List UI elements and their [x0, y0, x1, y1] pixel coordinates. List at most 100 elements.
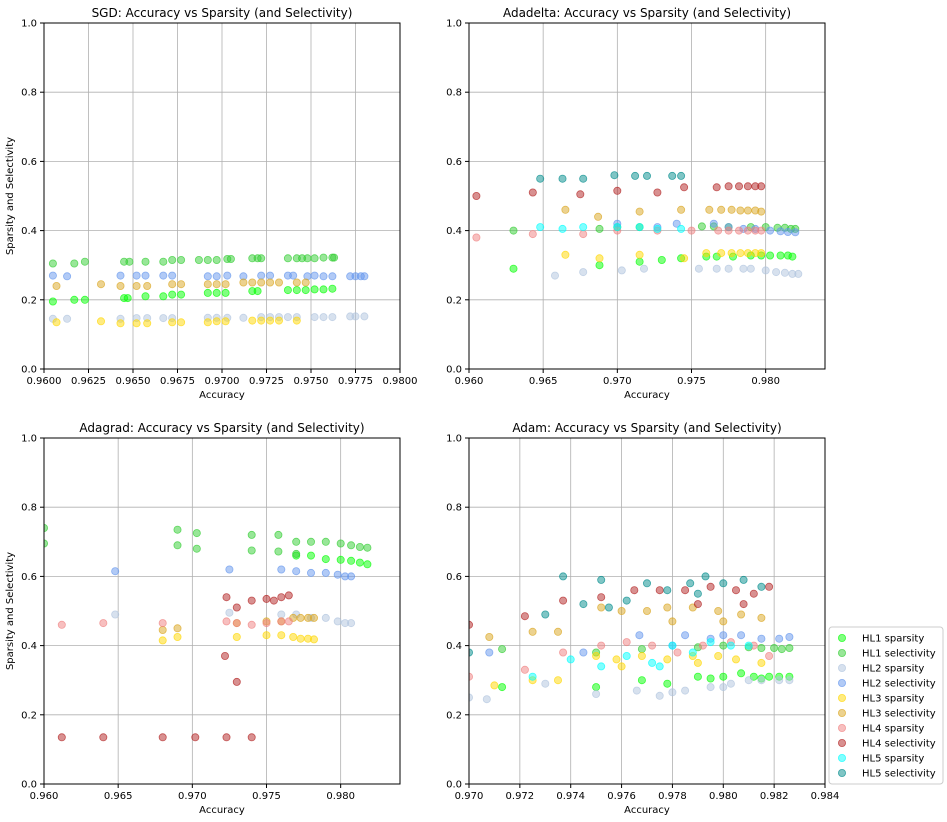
data-point-hl3-selectivity: [737, 610, 746, 619]
data-point-hl4-selectivity: [220, 652, 229, 661]
data-point-hl1-selectivity: [283, 254, 292, 263]
axes-frame: [468, 22, 826, 370]
data-point-hl1-sparsity: [319, 285, 328, 294]
data-point-hl4-selectivity: [520, 612, 529, 621]
y-tick-label: 0.8: [21, 503, 37, 514]
data-point-hl4-selectivity: [99, 733, 108, 742]
data-point-hl3-sparsity: [732, 655, 741, 664]
data-point-hl4-selectivity: [469, 620, 473, 629]
data-point-hl1-sparsity: [637, 676, 646, 685]
data-point-hl1-sparsity: [592, 683, 601, 692]
y-tick-label: 0.0: [21, 365, 37, 376]
data-point-hl5-selectivity: [677, 171, 686, 180]
data-point-hl3-sparsity: [702, 249, 711, 258]
chart-panel-3: 0.960 0.965 0.970 0.975 0.980 0.0 0.2 0.4 0.6 0.8…: [5, 421, 401, 816]
data-point-hl5-selectivity: [559, 572, 568, 581]
data-point-hl1-selectivity: [141, 257, 150, 266]
data-point-hl1-selectivity: [292, 549, 301, 558]
y-tick-label: 0.8: [446, 88, 462, 99]
data-point-hl2-selectivity: [116, 271, 125, 280]
x-tick-label: 0.965: [104, 791, 133, 802]
data-point-hl2-sparsity: [694, 264, 703, 273]
data-point-hl5-sparsity: [648, 658, 657, 667]
legend: HL1 sparsity HL1 selectivity HL2 sparsity H…: [828, 626, 944, 785]
data-point-hl1-selectivity: [355, 543, 364, 552]
data-point-hl1-selectivity: [347, 541, 356, 550]
data-point-hl3-sparsity: [637, 652, 646, 661]
data-point-hl1-sparsity: [719, 672, 728, 681]
data-point-hl4-selectivity: [262, 594, 271, 603]
data-point-hl2-selectivity: [168, 271, 177, 280]
data-point-hl3-selectivity: [248, 278, 257, 287]
data-point-hl2-selectivity: [328, 272, 337, 281]
data-point-hl1-sparsity: [328, 284, 337, 293]
data-point-hl4-sparsity: [687, 226, 696, 235]
data-point-hl1-selectivity: [321, 537, 330, 546]
chart-panel-1: 0.9600 0.9625 0.9650 0.9675 0.9700 0.9725 0.97…: [5, 6, 418, 401]
data-point-hl3-sparsity: [203, 318, 212, 327]
data-point-hl5-sparsity: [558, 224, 567, 233]
data-point-hl3-selectivity: [561, 205, 570, 214]
y-tick-label: 0.4: [21, 226, 37, 237]
data-point-hl2-sparsity: [780, 268, 789, 277]
data-point-hl4-selectivity: [472, 191, 481, 200]
data-point-hl5-selectivity: [579, 600, 588, 609]
data-point-hl3-selectivity: [594, 212, 603, 221]
data-point-hl1-selectivity: [48, 259, 57, 268]
data-point-hl5-selectivity: [693, 589, 702, 598]
data-point-hl1-sparsity: [301, 286, 310, 295]
data-point-hl1-selectivity: [785, 644, 794, 653]
data-point-hl2-sparsity: [746, 264, 755, 273]
x-axis-label: Accuracy: [199, 390, 245, 401]
data-point-hl4-sparsity: [158, 619, 167, 628]
data-point-hl3-sparsity: [757, 249, 766, 258]
data-point-hl4-sparsity: [222, 617, 231, 626]
data-point-hl1-selectivity: [363, 543, 372, 552]
y-tick-label: 0.2: [446, 295, 462, 306]
data-point-hl5-selectivity: [643, 171, 652, 180]
data-point-hl3-sparsity: [743, 249, 752, 258]
y-tick-label: 0.8: [446, 503, 462, 514]
x-tick-label: 0.980: [709, 791, 738, 802]
chart-title: Adadelta: Accuracy vs Sparsity (and Sele…: [503, 6, 791, 20]
legend-marker: [838, 739, 847, 748]
y-axis-label: Sparsity and Selectivity: [5, 137, 16, 255]
data-point-hl4-sparsity: [765, 652, 774, 661]
data-point-hl2-selectivity: [289, 271, 298, 280]
data-point-hl2-sparsity: [724, 264, 733, 273]
data-point-hl2-sparsity: [328, 313, 337, 322]
data-point-hl3-sparsity: [257, 316, 266, 325]
plot-background: [469, 23, 825, 369]
data-point-hl1-sparsity: [203, 288, 212, 297]
data-point-hl1-selectivity: [194, 255, 203, 264]
data-point-hl3-selectivity: [143, 281, 152, 290]
data-point-hl4-selectivity: [765, 582, 774, 591]
data-point-hl3-selectivity: [705, 205, 714, 214]
data-point-hl3-selectivity: [635, 207, 644, 216]
data-point-hl3-sparsity: [158, 636, 167, 645]
data-point-hl1-selectivity: [306, 537, 315, 546]
legend-item: HL5 selectivity: [838, 769, 936, 780]
data-point-hl2-sparsity: [592, 690, 601, 699]
legend-item: HL1 sparsity: [838, 634, 924, 645]
x-tick-label: 0.970: [455, 791, 484, 802]
data-point-hl1-sparsity: [635, 257, 644, 266]
data-point-hl3-sparsity: [554, 676, 563, 685]
data-point-hl3-selectivity: [757, 613, 766, 622]
data-point-hl4-selectivity: [232, 677, 241, 686]
data-point-hl1-sparsity: [123, 294, 132, 303]
data-point-hl1-sparsity: [363, 560, 372, 569]
data-point-hl4-sparsity: [622, 638, 631, 647]
x-tick-label: 0.980: [326, 791, 355, 802]
data-point-hl3-selectivity: [528, 627, 537, 636]
x-tick-label: 0.9600: [27, 376, 62, 387]
data-point-hl1-selectivity: [173, 525, 182, 534]
data-point-hl2-selectivity: [48, 271, 57, 280]
data-point-hl5-selectivity: [622, 596, 631, 605]
data-point-hl4-sparsity: [724, 226, 733, 235]
data-point-hl1-selectivity: [274, 530, 283, 539]
data-point-hl4-selectivity: [724, 182, 733, 191]
data-point-hl2-sparsity: [706, 683, 715, 692]
data-points: [469, 572, 794, 704]
x-tick-label: 0.9650: [116, 376, 151, 387]
